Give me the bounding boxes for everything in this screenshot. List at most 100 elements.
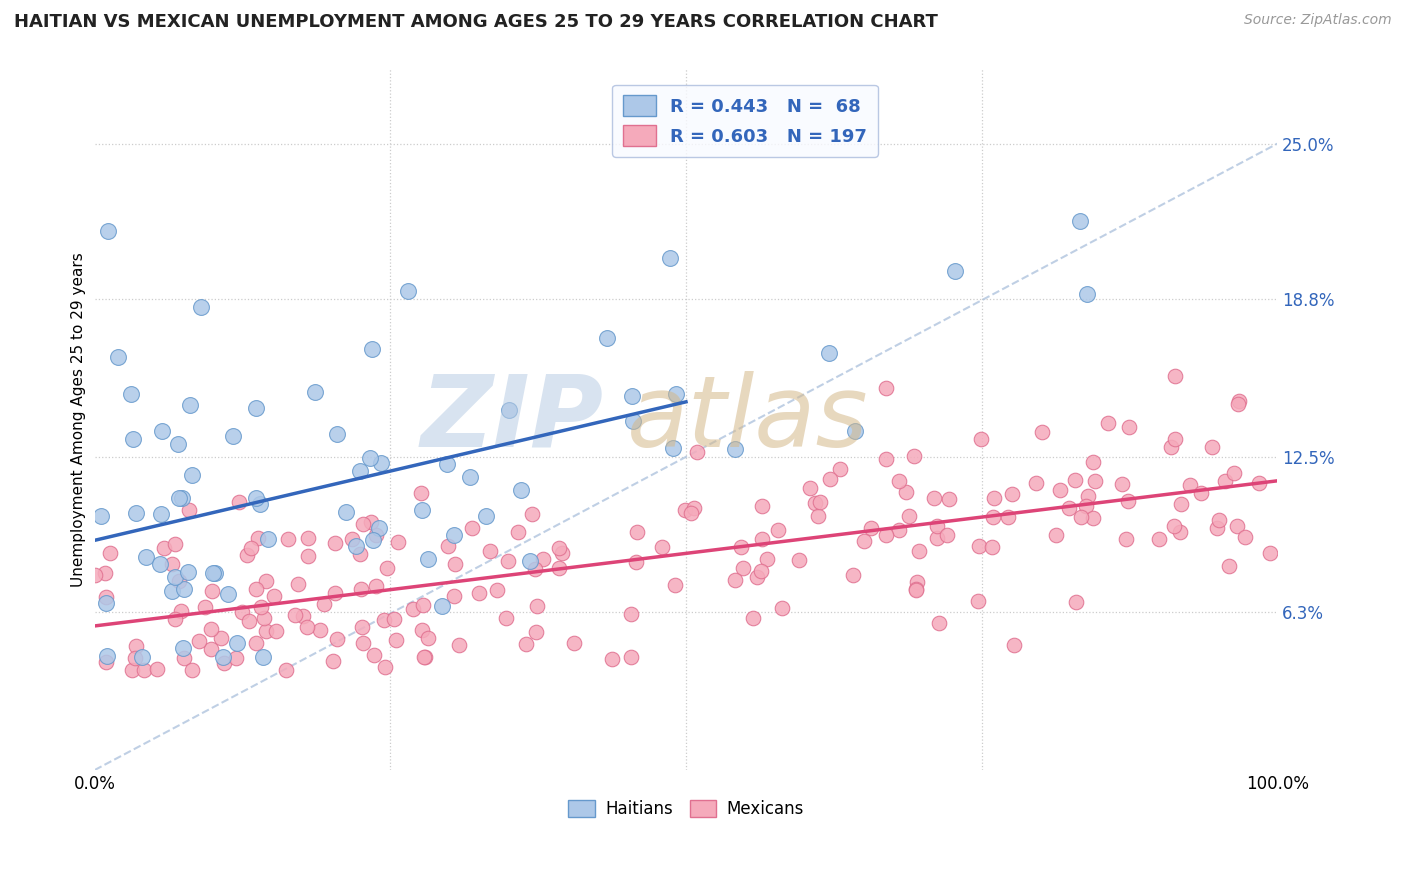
- Point: [1226, 397, 1249, 411]
- Point: [125, 640, 148, 654]
- Point: [875, 528, 897, 542]
- Point: [936, 528, 959, 542]
- Point: [662, 441, 685, 455]
- Point: [475, 508, 498, 523]
- Point: [938, 492, 960, 507]
- Point: [252, 650, 274, 665]
- Point: [943, 264, 966, 278]
- Point: [1116, 494, 1139, 508]
- Point: [245, 401, 267, 416]
- Point: [522, 507, 544, 521]
- Point: [1059, 501, 1081, 516]
- Y-axis label: Unemployment Among Ages 25 to 29 years: Unemployment Among Ages 25 to 29 years: [72, 252, 86, 587]
- Point: [983, 509, 1005, 524]
- Point: [524, 624, 547, 639]
- Text: HAITIAN VS MEXICAN UNEMPLOYMENT AMONG AGES 25 TO 29 YEARS CORRELATION CHART: HAITIAN VS MEXICAN UNEMPLOYMENT AMONG AG…: [14, 13, 938, 31]
- Point: [360, 515, 382, 529]
- Point: [980, 540, 1002, 554]
- Point: [212, 650, 235, 665]
- Point: [904, 582, 927, 597]
- Point: [274, 663, 297, 677]
- Point: [436, 539, 458, 553]
- Point: [731, 561, 754, 575]
- Point: [349, 582, 371, 597]
- Point: [291, 608, 314, 623]
- Point: [416, 552, 439, 566]
- Point: [245, 582, 267, 597]
- Point: [349, 464, 371, 478]
- Point: [1070, 509, 1092, 524]
- Point: [396, 284, 419, 298]
- Point: [651, 540, 673, 554]
- Text: Source: ZipAtlas.com: Source: ZipAtlas.com: [1244, 13, 1392, 28]
- Point: [250, 599, 273, 614]
- Point: [352, 636, 374, 650]
- Point: [201, 584, 224, 599]
- Point: [173, 582, 195, 597]
- Point: [131, 650, 153, 665]
- Point: [1160, 440, 1182, 454]
- Point: [167, 574, 190, 588]
- Point: [626, 525, 648, 540]
- Point: [160, 558, 183, 572]
- Point: [412, 598, 434, 612]
- Point: [228, 495, 250, 509]
- Legend: Haitians, Mexicans: Haitians, Mexicans: [562, 793, 810, 825]
- Point: [659, 251, 682, 265]
- Point: [742, 610, 765, 624]
- Point: [1178, 477, 1201, 491]
- Point: [373, 613, 395, 627]
- Point: [1025, 476, 1047, 491]
- Point: [374, 660, 396, 674]
- Point: [1149, 533, 1171, 547]
- Point: [1002, 638, 1025, 652]
- Point: [1074, 499, 1097, 513]
- Point: [519, 554, 541, 568]
- Point: [200, 622, 222, 636]
- Point: [547, 561, 569, 575]
- Point: [153, 541, 176, 556]
- Point: [170, 491, 193, 505]
- Point: [149, 508, 172, 522]
- Point: [1218, 559, 1240, 574]
- Point: [664, 577, 686, 591]
- Point: [673, 503, 696, 517]
- Point: [254, 574, 277, 588]
- Point: [467, 586, 489, 600]
- Point: [966, 594, 988, 608]
- Point: [887, 523, 910, 537]
- Point: [209, 631, 232, 645]
- Point: [240, 541, 263, 555]
- Point: [384, 632, 406, 647]
- Point: [169, 491, 191, 505]
- Point: [818, 472, 841, 486]
- Point: [461, 521, 484, 535]
- Point: [107, 350, 129, 364]
- Point: [1118, 420, 1140, 434]
- Point: [146, 661, 169, 675]
- Point: [253, 611, 276, 625]
- Point: [166, 437, 188, 451]
- Point: [150, 424, 173, 438]
- Point: [344, 539, 367, 553]
- Point: [249, 497, 271, 511]
- Point: [323, 586, 346, 600]
- Point: [98, 546, 121, 560]
- Point: [375, 561, 398, 575]
- Point: [304, 384, 326, 399]
- Point: [1208, 513, 1230, 527]
- Point: [1097, 416, 1119, 430]
- Point: [149, 557, 172, 571]
- Point: [626, 555, 648, 569]
- Point: [1249, 476, 1271, 491]
- Point: [756, 552, 779, 566]
- Point: [817, 346, 839, 360]
- Point: [859, 521, 882, 535]
- Point: [217, 587, 239, 601]
- Point: [621, 389, 644, 403]
- Point: [770, 600, 793, 615]
- Point: [887, 474, 910, 488]
- Point: [498, 402, 520, 417]
- Point: [263, 589, 285, 603]
- Point: [325, 536, 347, 550]
